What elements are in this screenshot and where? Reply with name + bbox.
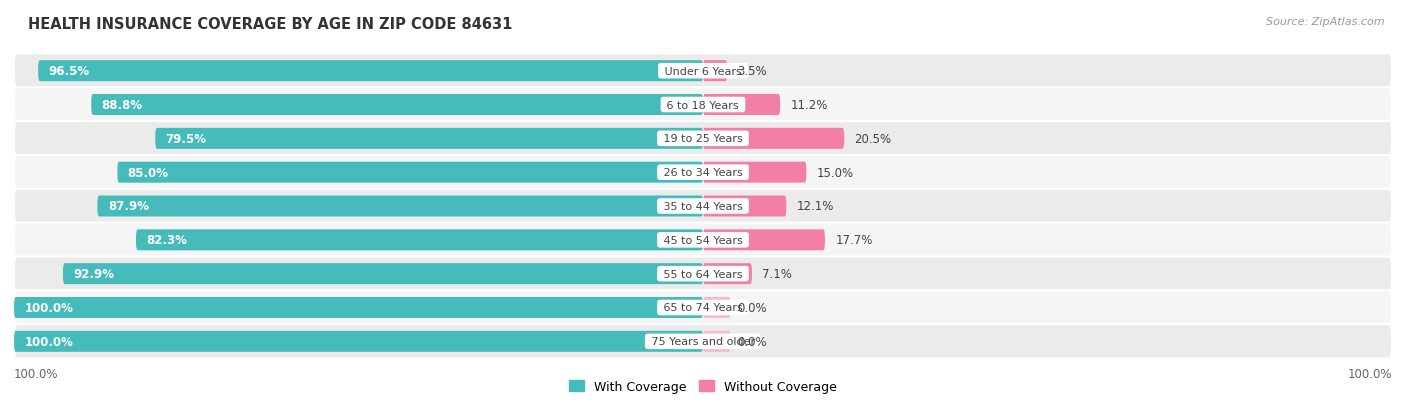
Text: 100.0%: 100.0% xyxy=(1347,367,1392,380)
Text: 100.0%: 100.0% xyxy=(14,367,59,380)
Text: 6 to 18 Years: 6 to 18 Years xyxy=(664,100,742,110)
Text: 92.9%: 92.9% xyxy=(73,268,114,280)
Legend: With Coverage, Without Coverage: With Coverage, Without Coverage xyxy=(564,375,842,398)
Text: 75 Years and older: 75 Years and older xyxy=(648,337,758,347)
Text: 15.0%: 15.0% xyxy=(817,166,853,179)
FancyBboxPatch shape xyxy=(703,162,807,183)
FancyBboxPatch shape xyxy=(14,331,703,352)
Text: 20.5%: 20.5% xyxy=(855,133,891,145)
FancyBboxPatch shape xyxy=(14,257,1392,291)
FancyBboxPatch shape xyxy=(136,230,703,251)
FancyBboxPatch shape xyxy=(14,189,1392,224)
Text: 35 to 44 Years: 35 to 44 Years xyxy=(659,202,747,211)
FancyBboxPatch shape xyxy=(703,61,727,82)
FancyBboxPatch shape xyxy=(703,331,731,352)
FancyBboxPatch shape xyxy=(14,297,703,318)
FancyBboxPatch shape xyxy=(14,54,1392,89)
Text: 7.1%: 7.1% xyxy=(762,268,792,280)
Text: 100.0%: 100.0% xyxy=(24,301,73,314)
FancyBboxPatch shape xyxy=(703,128,844,150)
FancyBboxPatch shape xyxy=(91,95,703,116)
FancyBboxPatch shape xyxy=(97,196,703,217)
FancyBboxPatch shape xyxy=(155,128,703,150)
Text: 26 to 34 Years: 26 to 34 Years xyxy=(659,168,747,178)
FancyBboxPatch shape xyxy=(14,290,1392,325)
Text: 79.5%: 79.5% xyxy=(166,133,207,145)
FancyBboxPatch shape xyxy=(703,196,786,217)
FancyBboxPatch shape xyxy=(38,61,703,82)
FancyBboxPatch shape xyxy=(14,324,1392,359)
FancyBboxPatch shape xyxy=(703,297,731,318)
FancyBboxPatch shape xyxy=(14,88,1392,123)
Text: 12.1%: 12.1% xyxy=(797,200,834,213)
Text: 65 to 74 Years: 65 to 74 Years xyxy=(659,303,747,313)
Text: HEALTH INSURANCE COVERAGE BY AGE IN ZIP CODE 84631: HEALTH INSURANCE COVERAGE BY AGE IN ZIP … xyxy=(28,17,513,31)
Text: 17.7%: 17.7% xyxy=(835,234,873,247)
FancyBboxPatch shape xyxy=(14,156,1392,190)
FancyBboxPatch shape xyxy=(14,122,1392,156)
FancyBboxPatch shape xyxy=(63,263,703,285)
Text: 3.5%: 3.5% xyxy=(738,65,768,78)
Text: 55 to 64 Years: 55 to 64 Years xyxy=(659,269,747,279)
Text: 0.0%: 0.0% xyxy=(738,301,768,314)
Text: 85.0%: 85.0% xyxy=(128,166,169,179)
FancyBboxPatch shape xyxy=(14,223,1392,257)
FancyBboxPatch shape xyxy=(703,230,825,251)
Text: 11.2%: 11.2% xyxy=(790,99,828,112)
FancyBboxPatch shape xyxy=(703,263,752,285)
Text: 87.9%: 87.9% xyxy=(108,200,149,213)
Text: Under 6 Years: Under 6 Years xyxy=(661,66,745,76)
Text: Source: ZipAtlas.com: Source: ZipAtlas.com xyxy=(1267,17,1385,26)
Text: 88.8%: 88.8% xyxy=(101,99,142,112)
Text: 0.0%: 0.0% xyxy=(738,335,768,348)
Text: 82.3%: 82.3% xyxy=(146,234,187,247)
Text: 45 to 54 Years: 45 to 54 Years xyxy=(659,235,747,245)
Text: 100.0%: 100.0% xyxy=(24,335,73,348)
FancyBboxPatch shape xyxy=(118,162,703,183)
Text: 19 to 25 Years: 19 to 25 Years xyxy=(659,134,747,144)
Text: 96.5%: 96.5% xyxy=(48,65,90,78)
FancyBboxPatch shape xyxy=(703,95,780,116)
